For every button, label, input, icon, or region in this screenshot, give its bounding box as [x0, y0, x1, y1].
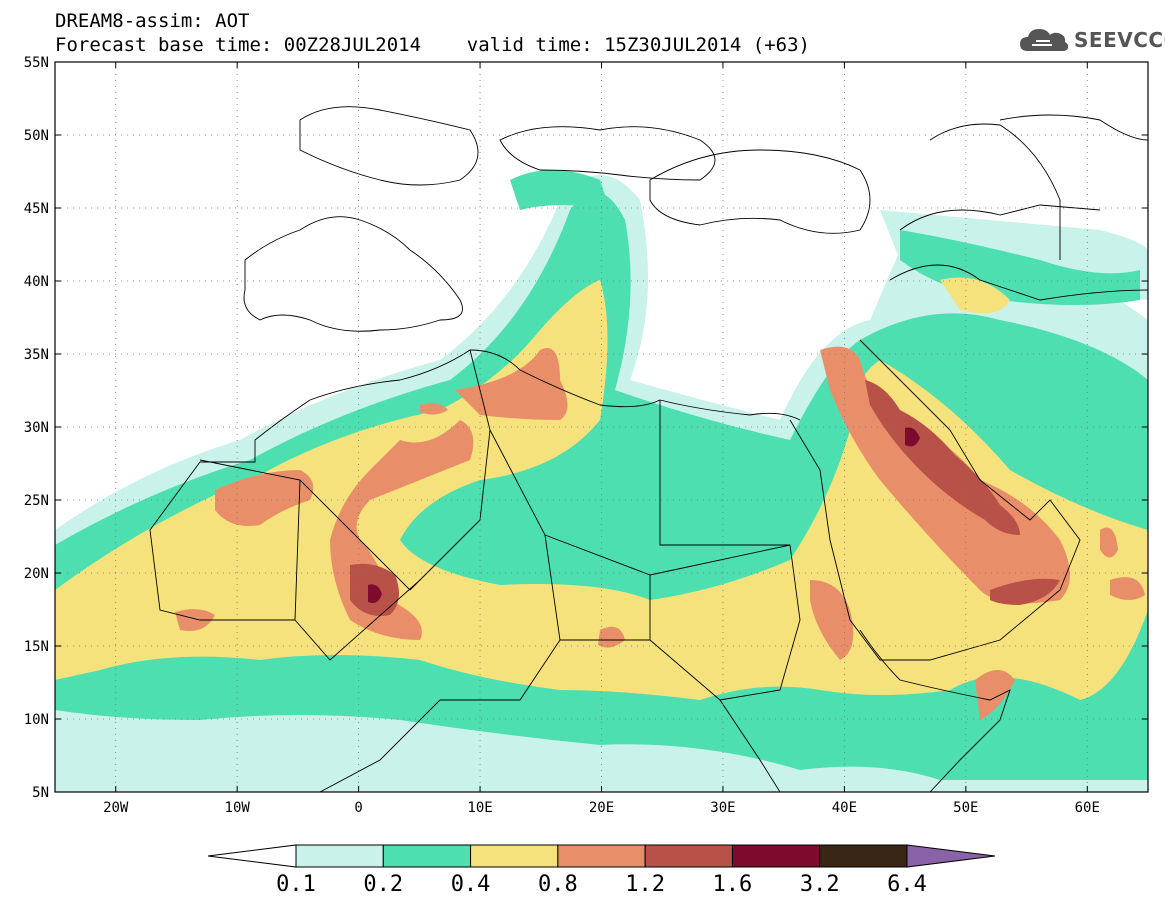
aot-band-1.6-3.2: [368, 427, 920, 603]
colorbar-box: [819, 844, 908, 868]
lat-tick-label: 20N: [24, 566, 49, 582]
map-grid: [55, 62, 1148, 792]
colorbar-over: [906, 844, 996, 868]
colorbar-label: 3.2: [800, 872, 840, 897]
lat-tick-label: 10N: [24, 712, 49, 728]
map-title: DREAM8-assim: AOT: [55, 10, 250, 32]
aot-field: [55, 170, 1148, 792]
colorbar: 0.1 0.2 0.4 0.8 1.2 1.6 3.2 6.4: [207, 844, 996, 897]
colorbar-box: [731, 844, 821, 868]
lon-tick-label: 0: [354, 800, 362, 816]
logo-text: SEEVCCC: [1074, 28, 1165, 52]
colorbar-under: [207, 844, 297, 868]
lat-tick-label: 55N: [24, 55, 49, 71]
lon-tick-label: 30E: [710, 800, 735, 816]
lat-tick-label: 15N: [24, 639, 49, 655]
colorbar-label: 0.2: [363, 872, 403, 897]
lat-tick-label: 30N: [24, 420, 49, 436]
colorbar-label: 0.1: [276, 872, 316, 897]
colorbar-box: [295, 844, 384, 868]
colorbar-box: [470, 844, 559, 868]
colorbar-box: [557, 844, 646, 868]
lat-tick-label: 25N: [24, 493, 49, 509]
lon-tick-label: 20E: [589, 800, 614, 816]
lat-tick-label: 40N: [24, 274, 49, 290]
cloud-icon: [1020, 29, 1069, 51]
lon-tick-label: 50E: [953, 800, 978, 816]
lat-tick-label: 35N: [24, 347, 49, 363]
axis-ticks: 20W 10W 0 10E 20E 30E 40E 50E 60E 5N 10N 15N 20N 25N 3…: [24, 55, 1148, 816]
lat-tick-label: 50N: [24, 128, 49, 144]
colorbar-label: 6.4: [887, 872, 927, 897]
colorbar-label: 1.2: [625, 872, 665, 897]
lon-tick-label: 10E: [467, 800, 492, 816]
colorbar-label: 0.4: [451, 872, 491, 897]
colorbar-box: [382, 844, 472, 868]
lon-tick-label: 40E: [832, 800, 857, 816]
lon-tick-label: 10W: [225, 800, 251, 816]
lon-tick-label: 60E: [1075, 800, 1100, 816]
lat-tick-label: 45N: [24, 201, 49, 217]
colorbar-label: 0.8: [538, 872, 578, 897]
map-subtitle: Forecast base time: 00Z28JUL2014 valid t…: [55, 34, 810, 56]
colorbar-label: 1.6: [713, 872, 753, 897]
colorbar-box: [644, 844, 733, 868]
country-borders: [149, 106, 1148, 792]
seevccc-logo: SEEVCCC: [1018, 24, 1165, 56]
lat-tick-label: 5N: [32, 785, 49, 801]
lon-tick-label: 20W: [103, 800, 129, 816]
